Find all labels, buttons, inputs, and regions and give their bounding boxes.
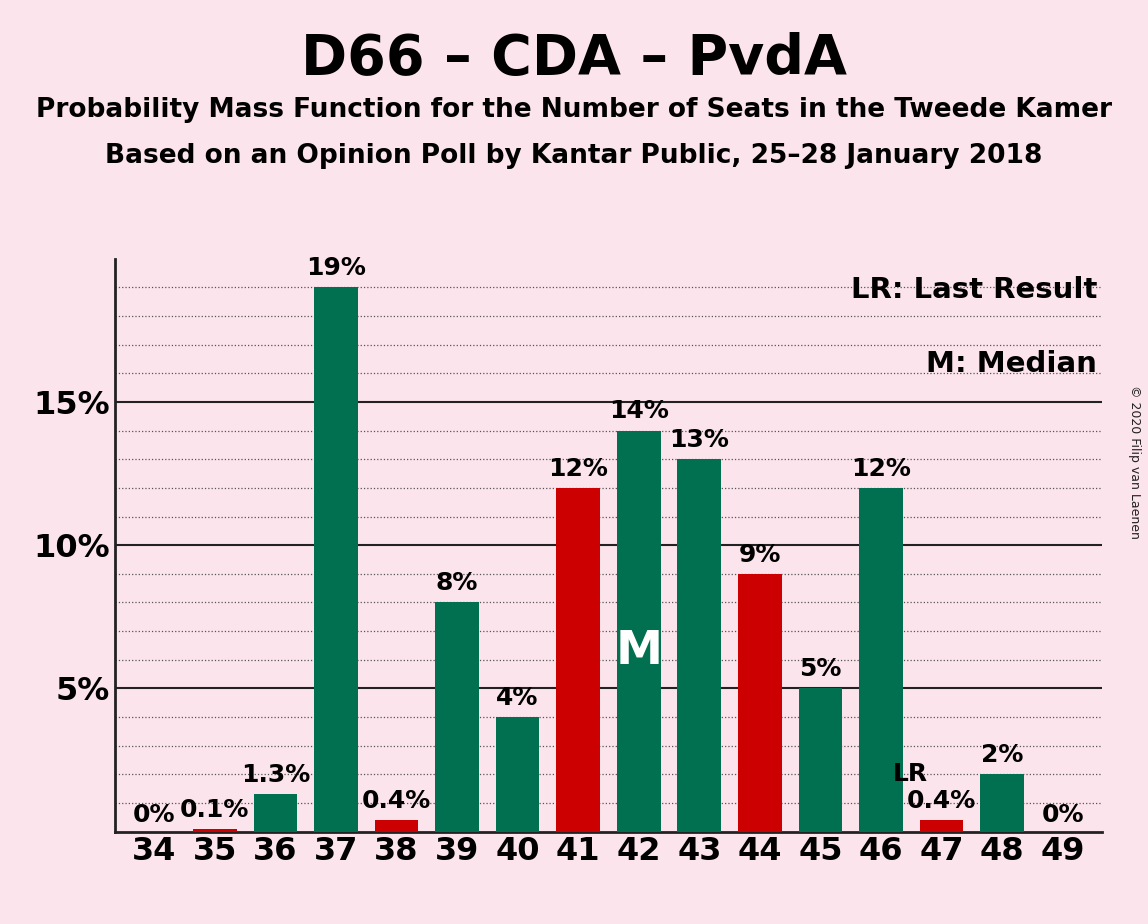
Bar [738, 574, 782, 832]
Bar [799, 688, 843, 832]
Bar [254, 795, 297, 832]
Text: 8%: 8% [436, 571, 479, 595]
Text: 12%: 12% [851, 456, 912, 480]
Text: M: Median: M: Median [926, 350, 1097, 379]
Bar [193, 829, 236, 832]
Bar [920, 821, 963, 832]
Text: 0.4%: 0.4% [907, 789, 976, 813]
Text: © 2020 Filip van Laenen: © 2020 Filip van Laenen [1127, 385, 1141, 539]
Text: 0.4%: 0.4% [362, 789, 430, 813]
Bar [677, 459, 721, 832]
Text: D66 – CDA – PvdA: D66 – CDA – PvdA [301, 32, 847, 86]
Bar [859, 488, 902, 832]
Text: 4%: 4% [496, 686, 538, 710]
Text: 12%: 12% [549, 456, 608, 480]
Bar [980, 774, 1024, 832]
Text: Based on an Opinion Poll by Kantar Public, 25–28 January 2018: Based on an Opinion Poll by Kantar Publi… [106, 143, 1042, 169]
Bar [315, 287, 358, 832]
Bar [374, 821, 418, 832]
Text: LR: Last Result: LR: Last Result [851, 276, 1097, 304]
Bar [557, 488, 600, 832]
Text: 2%: 2% [980, 743, 1023, 767]
Text: 0.1%: 0.1% [180, 797, 249, 821]
Text: M: M [615, 628, 662, 674]
Text: 14%: 14% [608, 399, 668, 423]
Text: Probability Mass Function for the Number of Seats in the Tweede Kamer: Probability Mass Function for the Number… [36, 97, 1112, 123]
Text: 9%: 9% [738, 542, 781, 566]
Bar [496, 717, 540, 832]
Text: 1.3%: 1.3% [241, 763, 310, 787]
Text: LR: LR [892, 761, 928, 785]
Text: 5%: 5% [799, 657, 841, 681]
Bar [435, 602, 479, 832]
Text: 0%: 0% [133, 803, 176, 827]
Text: 19%: 19% [305, 256, 366, 280]
Bar [616, 431, 660, 832]
Text: 0%: 0% [1041, 803, 1084, 827]
Text: 13%: 13% [669, 428, 729, 452]
